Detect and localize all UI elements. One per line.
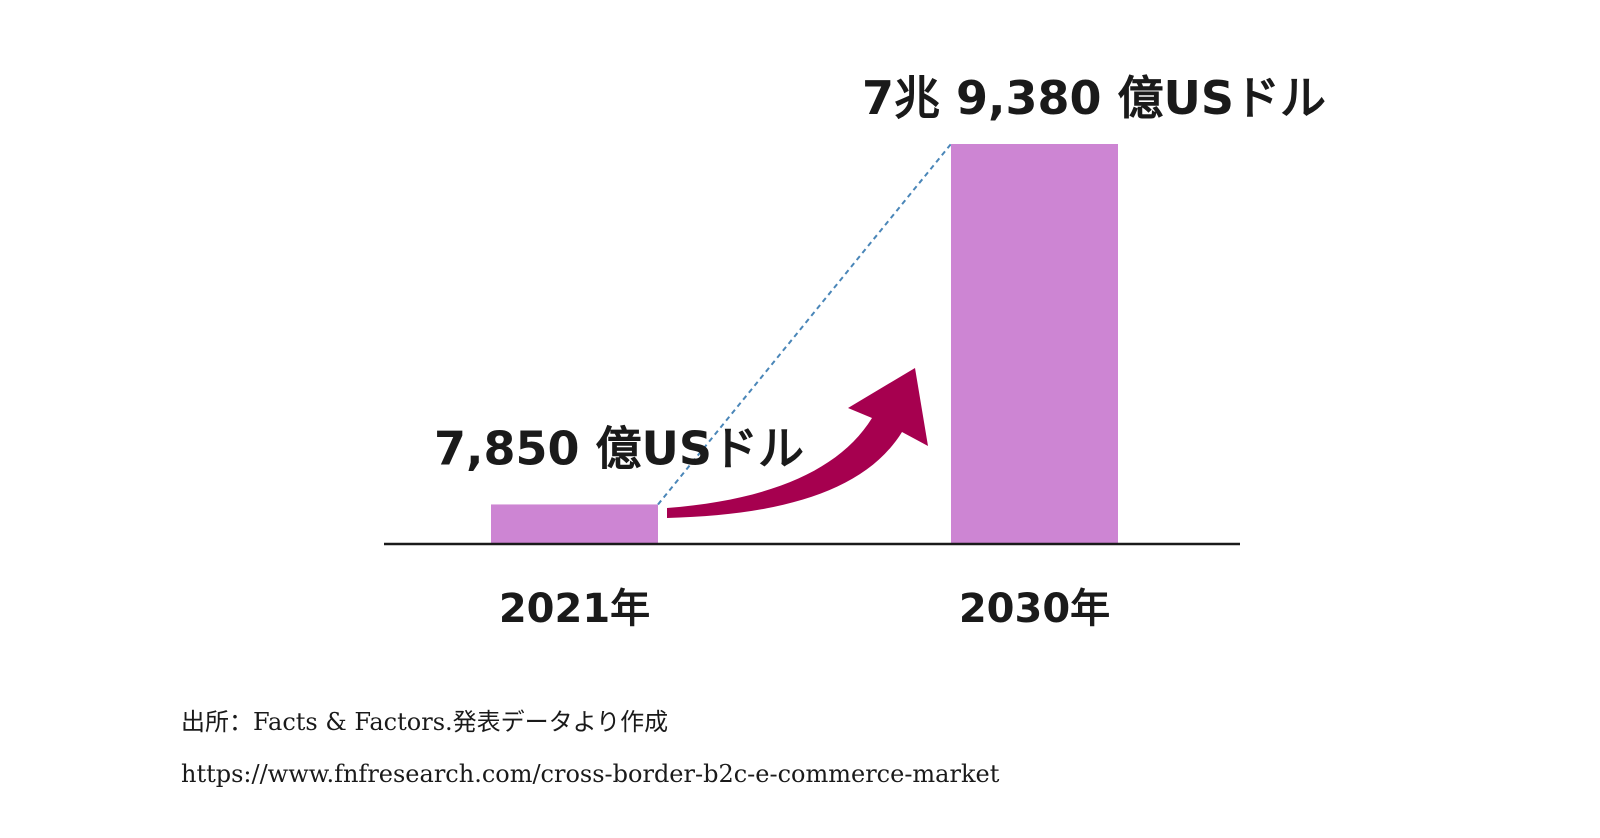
value-label-2030: 7兆 9,380 億USドル <box>862 71 1326 125</box>
growth-arrow-icon <box>667 368 928 518</box>
source-url: https://www.fnfresearch.com/cross-border… <box>181 760 1000 788</box>
category-label-2021: 2021年 <box>499 586 650 632</box>
bar-2030 <box>951 144 1118 544</box>
category-label-2030: 2030年 <box>959 586 1110 632</box>
source-attribution: 出所：Facts & Factors.発表データより作成 <box>181 708 669 736</box>
trend-connector-line <box>657 143 952 506</box>
value-label-2021: 7,850 億USドル <box>434 421 804 475</box>
bar-chart: 7,850 億USドル 7兆 9,380 億USドル 2021年 2030年 <box>384 71 1326 632</box>
bar-2021 <box>491 504 658 544</box>
